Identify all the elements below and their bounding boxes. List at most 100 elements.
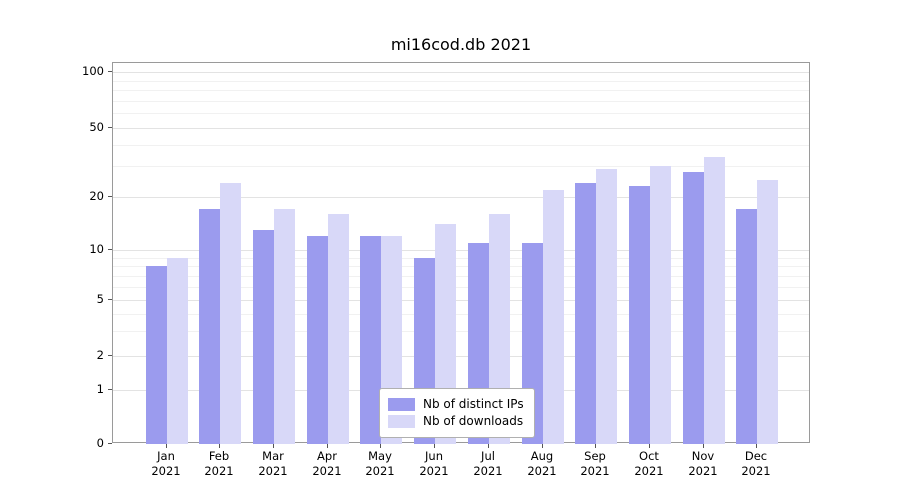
bar (328, 214, 349, 444)
y-tick-mark (108, 127, 112, 128)
x-tick-year: 2021 (419, 464, 449, 478)
gridline (113, 145, 809, 146)
y-tick-mark (108, 196, 112, 197)
y-tick-label: 5 (96, 292, 104, 306)
y-tick-label: 20 (89, 189, 104, 203)
x-tick-label: Mar 2021 (243, 449, 303, 479)
bar (736, 209, 757, 444)
gridline (113, 356, 809, 357)
x-tick-mark (434, 444, 435, 448)
x-tick-month: Oct (639, 449, 659, 463)
x-tick-year: 2021 (473, 464, 503, 478)
gridline (113, 300, 809, 301)
y-tick-mark (108, 71, 112, 72)
legend-swatch-distinct-ips-icon (388, 397, 415, 411)
gridline (113, 250, 809, 251)
legend-swatch-downloads-icon (388, 414, 415, 428)
gridline (113, 72, 809, 73)
x-tick-mark (488, 444, 489, 448)
x-tick-mark (756, 444, 757, 448)
gridline (113, 314, 809, 315)
y-tick-label: 2 (96, 348, 104, 362)
x-tick-year: 2021 (741, 464, 771, 478)
bar (489, 214, 510, 444)
y-tick-mark (108, 443, 112, 444)
bar (220, 183, 241, 444)
x-tick-label: Dec 2021 (726, 449, 786, 479)
y-tick-mark (108, 355, 112, 356)
bar (307, 236, 328, 444)
gridline (113, 90, 809, 91)
chart-title: mi16cod.db 2021 (390, 35, 532, 54)
x-tick-month: Jun (425, 449, 443, 463)
y-tick-label: 50 (89, 120, 104, 134)
gridline (113, 258, 809, 259)
bar (253, 230, 274, 444)
gridline (113, 128, 809, 129)
x-tick-label: Sep 2021 (565, 449, 625, 479)
x-tick-month: Nov (691, 449, 715, 463)
gridline (113, 331, 809, 332)
bar (575, 183, 596, 444)
bar (360, 236, 381, 444)
bar (167, 258, 188, 444)
x-tick-month: May (368, 449, 392, 463)
x-tick-month: Aug (530, 449, 554, 463)
gridline (113, 81, 809, 82)
x-tick-label: Feb 2021 (189, 449, 249, 479)
x-tick-label: Aug 2021 (512, 449, 572, 479)
x-tick-mark (219, 444, 220, 448)
x-tick-year: 2021 (204, 464, 234, 478)
y-tick-mark (108, 389, 112, 390)
x-tick-mark (166, 444, 167, 448)
x-tick-month: Mar (262, 449, 284, 463)
x-tick-month: Sep (584, 449, 606, 463)
gridline (113, 197, 809, 198)
gridline (113, 287, 809, 288)
x-tick-month: Jan (157, 449, 175, 463)
bar (629, 186, 650, 444)
y-tick-mark (108, 299, 112, 300)
gridline (113, 276, 809, 277)
bar (146, 266, 167, 444)
bar (274, 209, 295, 444)
bar (683, 172, 704, 444)
x-tick-month: Apr (317, 449, 337, 463)
x-tick-year: 2021 (580, 464, 610, 478)
bar (704, 157, 725, 444)
x-tick-year: 2021 (151, 464, 181, 478)
x-tick-year: 2021 (688, 464, 718, 478)
x-tick-label: Nov 2021 (673, 449, 733, 479)
bar (199, 209, 220, 444)
x-tick-year: 2021 (634, 464, 664, 478)
x-tick-mark (273, 444, 274, 448)
x-tick-year: 2021 (365, 464, 395, 478)
x-tick-label: Apr 2021 (297, 449, 357, 479)
bar (543, 190, 564, 444)
bar (757, 180, 778, 444)
gridline (113, 166, 809, 167)
plot-area (112, 62, 810, 444)
x-tick-mark (542, 444, 543, 448)
y-tick-label: 10 (89, 242, 104, 256)
x-tick-year: 2021 (312, 464, 342, 478)
x-tick-label: Jan 2021 (136, 449, 196, 479)
x-tick-mark (595, 444, 596, 448)
gridline (113, 266, 809, 267)
x-tick-label: Jun 2021 (404, 449, 464, 479)
y-tick-label: 0 (96, 436, 104, 450)
bar (650, 166, 671, 444)
legend-label-downloads: Nb of downloads (423, 414, 524, 428)
legend-item-downloads: Nb of downloads (388, 414, 524, 428)
x-tick-mark (649, 444, 650, 448)
x-tick-mark (703, 444, 704, 448)
x-tick-year: 2021 (527, 464, 557, 478)
x-tick-mark (327, 444, 328, 448)
x-tick-month: Dec (744, 449, 768, 463)
legend-item-distinct-ips: Nb of distinct IPs (388, 397, 524, 411)
x-tick-month: Jul (481, 449, 495, 463)
x-tick-label: Jul 2021 (458, 449, 518, 479)
legend: Nb of distinct IPs Nb of downloads (379, 388, 535, 438)
y-tick-mark (108, 249, 112, 250)
